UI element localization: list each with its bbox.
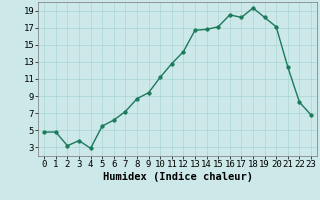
X-axis label: Humidex (Indice chaleur): Humidex (Indice chaleur) <box>103 172 252 182</box>
